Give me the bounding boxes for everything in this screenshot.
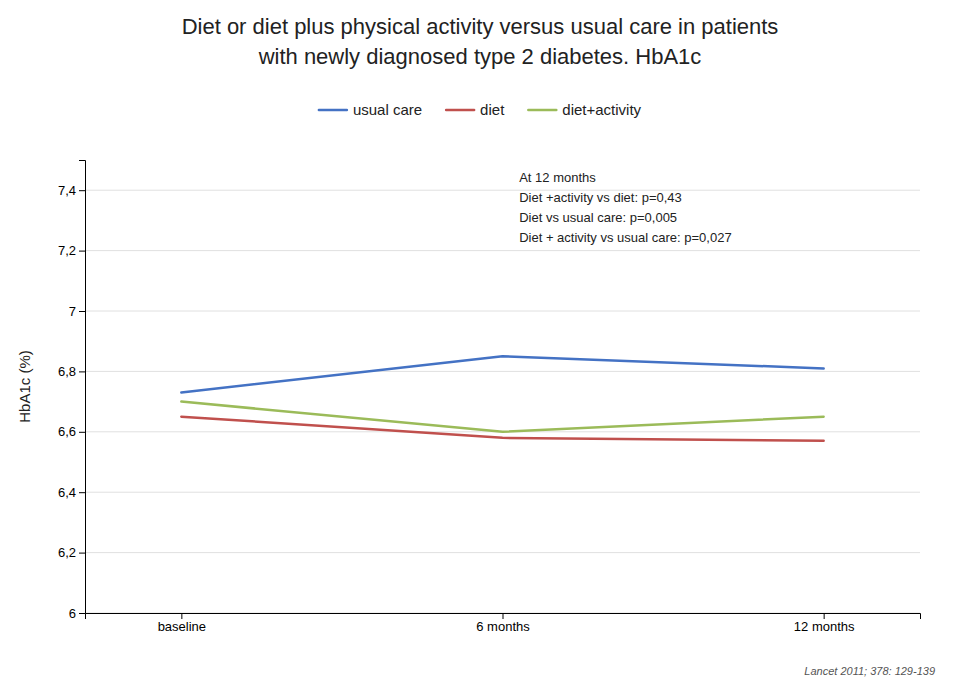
y-tick-mark: [79, 371, 85, 372]
y-tick-mark: [79, 251, 85, 252]
x-tick-mark: [503, 613, 504, 619]
legend-swatch: [446, 109, 474, 112]
legend-swatch: [319, 109, 347, 112]
y-tick-label: 6: [69, 606, 76, 621]
annotation: At 12 months: [519, 170, 596, 185]
y-tick-mark: [79, 613, 85, 614]
y-tick-label: 6,6: [58, 424, 76, 439]
title: Diet or diet plus physical activity vers…: [182, 14, 779, 39]
y-tick-label: 6,4: [58, 485, 76, 500]
grid-line: [85, 492, 920, 493]
legend: usual care diet diet+activity: [319, 101, 642, 118]
y-tick-label: 6,2: [58, 545, 76, 560]
y-tick-mark: [79, 311, 85, 312]
series-group: [181, 356, 823, 441]
y-tick: 6,2: [58, 545, 85, 560]
series-line: [181, 402, 823, 432]
y-axis: 6 6,2 6,4 6,6 6,8 7 7,2 7,4: [58, 161, 86, 621]
footnote: Lancet 2011; 378: 129-139: [804, 665, 935, 677]
legend-label: diet+activity: [562, 101, 641, 118]
y-tick: 7,2: [58, 243, 85, 258]
y-axis-title: HbA1c (%): [16, 350, 33, 423]
y-tick: 6: [69, 606, 85, 621]
grid: [85, 190, 920, 613]
grid-line: [85, 552, 920, 553]
annotation: Diet vs usual care: p=0,005: [519, 210, 677, 225]
series-line: [181, 356, 823, 392]
x-tick: 12 months: [794, 613, 855, 634]
y-tick-label: 7,2: [58, 243, 76, 258]
annotation: Diet +activity vs diet: p=0,43: [519, 190, 682, 205]
x-tick-label: 12 months: [794, 619, 855, 634]
x-axis: baseline 6 months 12 months: [86, 613, 921, 634]
x-tick-label: 6 months: [476, 619, 530, 634]
y-tick: 7,4: [58, 183, 85, 198]
y-tick-label: 7: [69, 304, 76, 319]
x-tick: baseline: [158, 613, 206, 634]
y-tick-label: 6,8: [58, 364, 76, 379]
plot-area: 6 6,2 6,4 6,6 6,8 7 7,2 7,4 baseline 6 months 12 m…: [16, 161, 921, 635]
grid-line: [85, 311, 920, 312]
legend-item: usual care: [319, 101, 422, 118]
subtitle: with newly diagnosed type 2 diabetes. Hb…: [258, 44, 702, 69]
y-tick-mark: [79, 190, 85, 191]
y-tick: 6,8: [58, 364, 85, 379]
x-tick: 6 months: [476, 613, 530, 634]
y-tick-mark: [79, 492, 85, 493]
annotation: Diet + activity vs usual care: p=0,027: [519, 230, 731, 245]
legend-swatch: [528, 109, 556, 112]
x-tick-mark: [824, 613, 825, 619]
x-tick-mark: [181, 613, 182, 619]
y-tick: 7: [69, 304, 85, 319]
grid-line: [85, 190, 920, 191]
y-tick: 6,4: [58, 485, 85, 500]
chart-svg: Diet or diet plus physical activity vers…: [0, 0, 960, 683]
annotation-group: At 12 months Diet +activity vs diet: p=0,…: [519, 170, 731, 245]
y-tick-mark: [79, 432, 85, 433]
y-tick: 6,6: [58, 424, 85, 439]
legend-item: diet: [446, 101, 505, 118]
y-tick-mark: [79, 553, 85, 554]
legend-item: diet+activity: [528, 101, 641, 118]
grid-line: [85, 371, 920, 372]
legend-label: usual care: [353, 101, 422, 118]
y-axis-line: [79, 161, 86, 614]
legend-label: diet: [480, 101, 505, 118]
x-tick-label: baseline: [158, 619, 206, 634]
grid-line: [85, 250, 920, 251]
y-tick-label: 7,4: [58, 183, 76, 198]
x-axis-line: [86, 614, 921, 620]
